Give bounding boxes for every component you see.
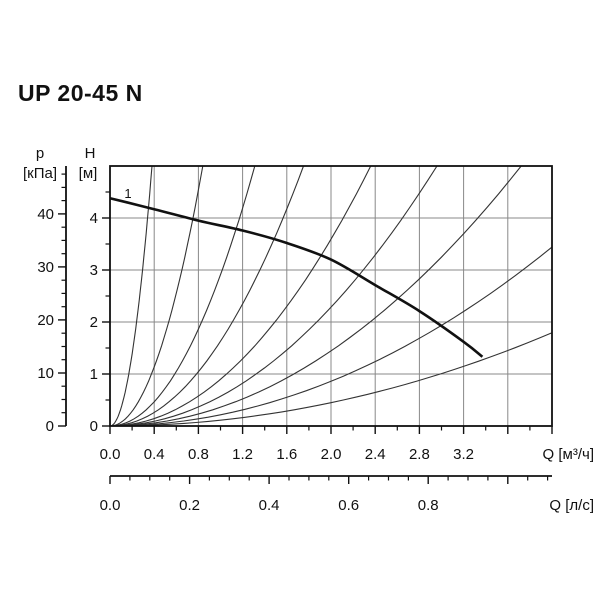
system-curve [109,332,553,427]
x-axis-tick-label: 0.8 [188,446,209,463]
system-curve [109,165,153,427]
x-axis-tick-label: 2.4 [365,446,386,463]
x-axis-tick-label: 2.0 [321,446,342,463]
p-axis-tick-label: 0 [46,418,54,435]
x-axis-tick-label: 1.2 [232,446,253,463]
h-axis-tick-label: 3 [90,262,98,279]
system-curve [109,246,553,427]
h-axis-tick-label: 0 [90,418,98,435]
x-axis-unit-label: Q [м³/ч] [543,446,594,463]
system-curve [109,165,438,427]
pump-curve-label: 1 [124,186,131,201]
x-axis-tick-label: 2.8 [409,446,430,463]
x-axis-tick-label: 0.4 [144,446,165,463]
system-curve [109,165,522,427]
x2-axis-unit-label: Q [л/с] [549,497,594,514]
p-axis-tick-label: 10 [37,365,54,382]
x2-axis-tick-label: 0.4 [259,497,280,514]
p-axis-name-label: p [36,145,44,162]
system-curve [109,165,305,427]
system-curve [109,165,204,427]
h-axis-tick-label: 1 [90,366,98,383]
x2-axis-tick-label: 0.0 [100,497,121,514]
page-title: UP 20-45 N [18,80,143,106]
h-axis-name-label: H [85,145,96,162]
x2-axis-tick-label: 0.8 [418,497,439,514]
system-curve [109,165,256,427]
p-axis-unit-label: [кПа] [23,165,57,182]
p-axis-tick-label: 20 [37,312,54,329]
h-axis-tick-label: 4 [90,210,98,227]
pump-curve [109,196,484,358]
p-axis-tick-label: 30 [37,259,54,276]
x-axis-tick-label: 3.2 [453,446,474,463]
x2-axis-tick-label: 0.6 [338,497,359,514]
x-axis-tick-label: 0.0 [100,446,121,463]
x2-axis-tick-label: 0.2 [179,497,200,514]
h-axis-tick-label: 2 [90,314,98,331]
x-axis-tick-label: 1.6 [276,446,297,463]
h-axis-unit-label: [м] [79,165,98,182]
system-curve [109,165,372,427]
p-axis-tick-label: 40 [37,206,54,223]
